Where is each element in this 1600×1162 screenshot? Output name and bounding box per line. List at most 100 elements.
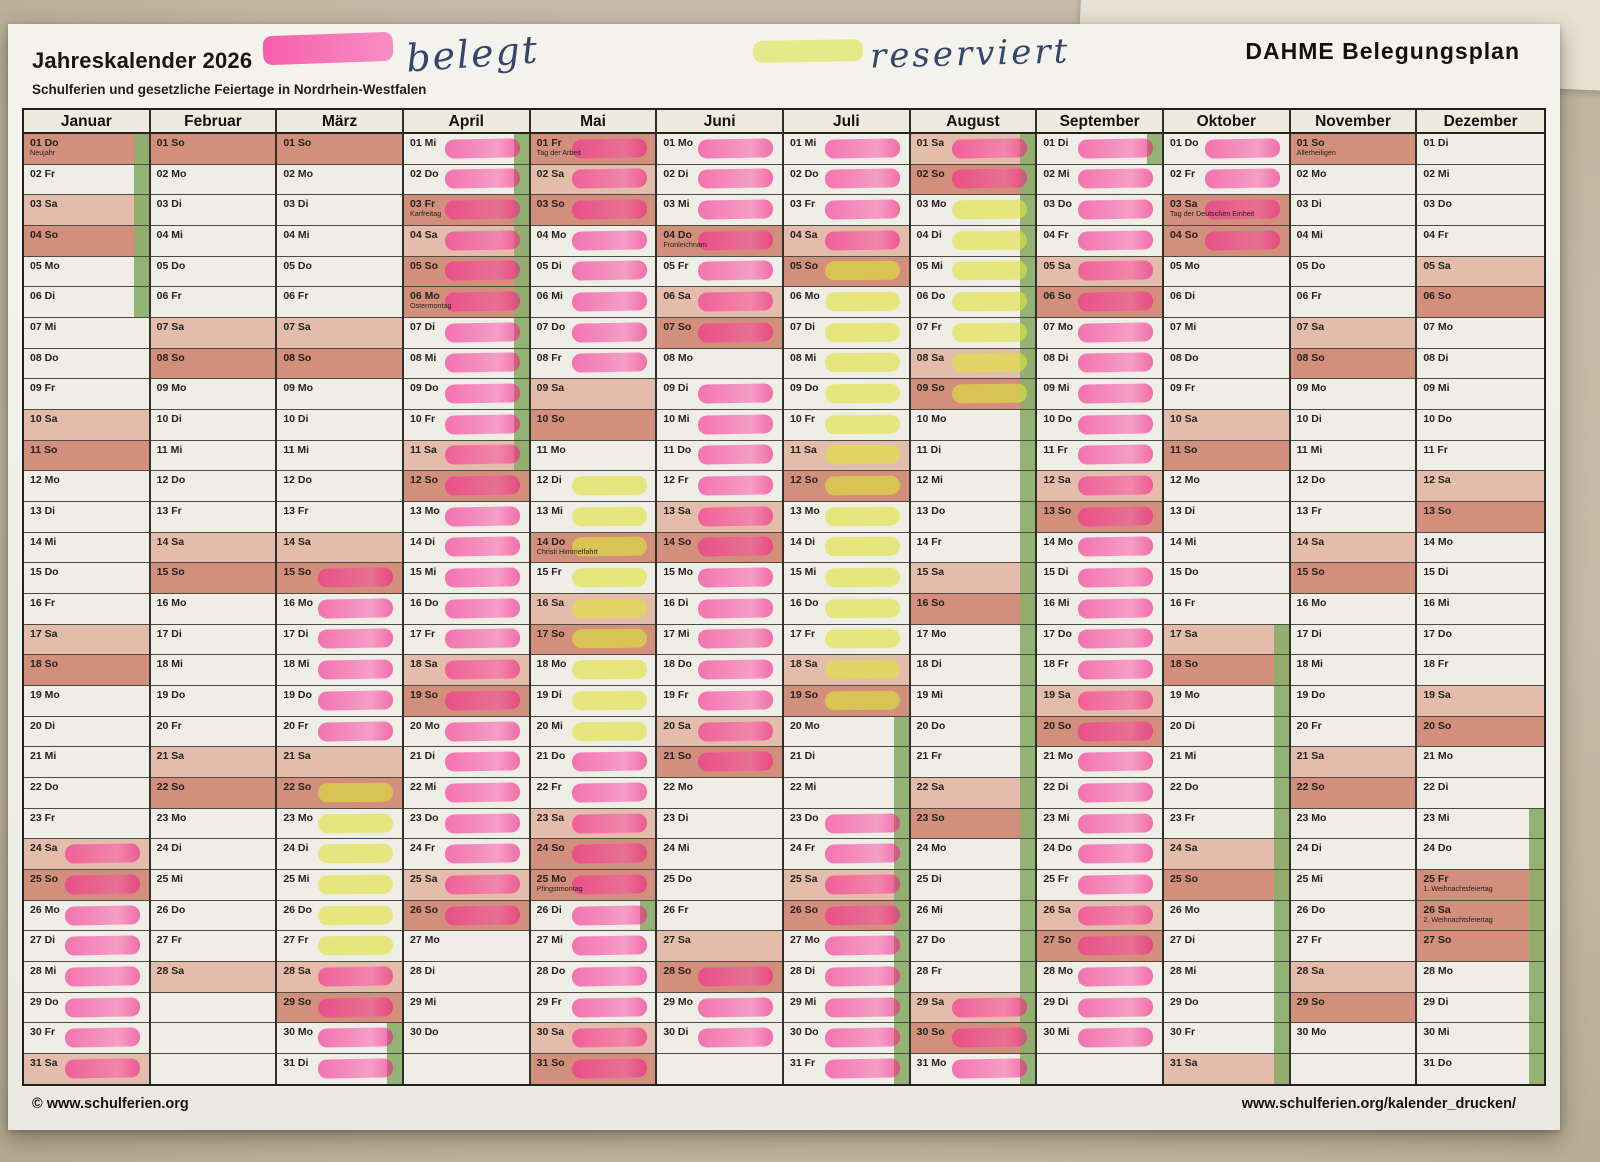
day-label: 30 Mi [1423, 1026, 1450, 1039]
day-cell: 30 Fr [1163, 1023, 1289, 1055]
day-cell: 13 Fr [1290, 502, 1416, 533]
day-label: 11 Sa [789, 443, 817, 456]
day-cell: 03 Di [1290, 195, 1416, 227]
school-holiday-strip [1273, 716, 1289, 747]
day-cell: 25 Mi [1290, 870, 1416, 901]
day-cell: 21 Mo [1037, 747, 1162, 779]
day-cell: 01 Do [1163, 134, 1289, 165]
day-cell: 20 Mo [783, 716, 909, 748]
day-label: 13 Mo [789, 505, 820, 518]
day-label: 20 Di [1169, 719, 1196, 732]
holiday-name: 2. Weihnachtsfeiertag [1423, 914, 1493, 924]
day-label: 02 Mo [156, 167, 187, 180]
day-label: 28 Sa [1296, 965, 1325, 978]
day-cell: 04 So [1163, 226, 1289, 257]
day-label: 29 Mi [789, 995, 817, 1008]
day-label: 06 Do [916, 290, 946, 303]
day-cell: 10 Mo [910, 410, 1036, 441]
school-holiday-strip [1273, 839, 1289, 870]
day-cell: 02 Sa [530, 164, 656, 196]
day-cell: 14 Di [403, 532, 529, 564]
day-cell: 27 Sa [657, 931, 782, 963]
day-cell: 21 Fr [910, 747, 1036, 779]
day-label: 30 Sa [536, 1026, 565, 1039]
day-label: 18 Do [663, 658, 692, 671]
day-label: 12 Di [536, 474, 562, 487]
day-cell: 20 Di [24, 716, 149, 748]
day-label: 13 Di [30, 505, 56, 518]
day-cell: 31 Fr [783, 1054, 909, 1084]
day-cell: 07 Mi [24, 318, 149, 349]
day-label: 31 Sa [1169, 1057, 1198, 1070]
day-label: 27 Mo [789, 934, 820, 947]
day-cell: 16 So [910, 594, 1036, 625]
day-label: 28 So [663, 965, 692, 978]
month-column-dezember: Dezember 01 Di 02 Mi 03 Do 04 Fr 05 Sa 06 So 07… [1417, 110, 1544, 1084]
day-cell: 30 Do [783, 1023, 909, 1055]
day-label: 05 Sa [1423, 259, 1451, 272]
day-label: 11 Mi [283, 443, 310, 456]
day-label: 18 Fr [1423, 658, 1449, 671]
day-label: 12 Do [1296, 474, 1326, 487]
school-holiday-strip [133, 134, 149, 164]
day-cell: 14 Sa [1290, 532, 1416, 564]
day-cell: 22 So [150, 778, 276, 809]
day-label: 04 Di [916, 229, 942, 242]
day-cell: 01 Mo [657, 134, 782, 165]
day-label: 02 Mi [1043, 167, 1070, 180]
day-label: 03 Mi [663, 198, 690, 211]
day-cell: 21 Di [403, 747, 529, 779]
day-cell: 27 Di [1163, 931, 1289, 963]
day-cell: 26 Sa [1037, 900, 1162, 932]
day-cell: 12 Do [150, 471, 276, 503]
day-cell: 06 Fr [1290, 287, 1416, 319]
day-label: 31 So [536, 1057, 565, 1070]
day-label: 11 Fr [1423, 443, 1448, 456]
day-cell: 07 Di [783, 318, 909, 349]
day-cell: 04 Sa [403, 226, 529, 257]
day-cell: 02 Do [783, 164, 909, 196]
day-cell: 04 Mi [277, 226, 402, 257]
day-label: 04 Mi [1296, 229, 1323, 242]
day-label: 30 Do [789, 1026, 819, 1039]
day-cell: 17 So [530, 624, 656, 656]
day-label: 17 Di [283, 627, 309, 640]
day-cell: 03 So [530, 195, 656, 227]
day-cell: 18 Mi [150, 655, 276, 687]
day-cell: 31 Mo [910, 1054, 1036, 1084]
day-cell: 05 Do [150, 256, 276, 288]
month-column-september: September 01 Di 02 Mi 03 Do 04 Fr 05 Sa 06 So 0… [1037, 110, 1164, 1084]
day-label: 12 Do [283, 474, 312, 487]
day-label: 08 So [156, 351, 185, 364]
day-cell: 15 Do [1163, 563, 1289, 595]
day-cell: 07 Sa [277, 318, 402, 349]
day-label: 13 Mi [536, 505, 563, 518]
day-cell: 06 So [1037, 287, 1162, 319]
day-cell: 25 So [1163, 870, 1289, 901]
day-label: 20 So [1043, 719, 1072, 732]
day-label: 03 Do [1423, 198, 1452, 211]
day-label: 16 Mo [283, 597, 314, 610]
day-label: 09 Do [409, 382, 439, 395]
day-label: 19 Do [283, 689, 312, 702]
day-cell: 02 Mo [1290, 164, 1416, 196]
day-label: 20 Do [916, 719, 946, 732]
day-cell: 26 Fr [657, 900, 782, 932]
day-cell: 18 Fr [1037, 655, 1162, 687]
day-label: 15 Sa [916, 566, 945, 579]
day-cell: 26 Mo [1163, 900, 1289, 932]
day-label: 12 Mo [1169, 474, 1200, 487]
day-label: 27 So [1423, 934, 1452, 947]
day-cell: 10 Do [1037, 410, 1162, 441]
day-cell: 26 Do [150, 900, 276, 932]
day-cell: 09 Mo [277, 379, 402, 411]
day-cell: 26 Do [277, 900, 402, 932]
day-label: 18 Mi [1296, 658, 1323, 671]
day-label: 05 Do [283, 259, 312, 272]
day-label: 22 Di [1043, 781, 1069, 794]
day-label: 24 Sa [30, 842, 58, 855]
day-label: 14 So [663, 535, 692, 548]
day-label: 23 Mi [1423, 811, 1450, 824]
day-label: 26 So [409, 903, 438, 916]
day-label: 16 Sa [536, 597, 565, 610]
